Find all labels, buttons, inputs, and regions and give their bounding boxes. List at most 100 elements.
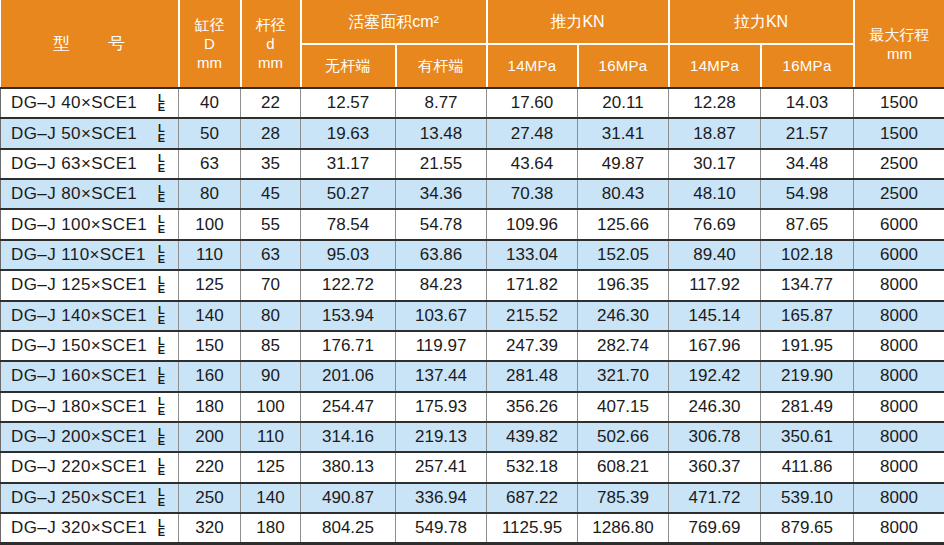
value-cell: 22 xyxy=(241,88,301,118)
value-cell: 54.78 xyxy=(396,209,487,239)
group-header-pull-force: 拉力KN xyxy=(669,0,854,44)
table-row: DG–J 50×SCE1 L E 50 28 19.63 13.48 27.48… xyxy=(1,118,944,148)
value-cell: 150 xyxy=(179,331,241,361)
model-label: DG–J 80×SCE1 xyxy=(11,184,137,204)
value-cell: 145.14 xyxy=(669,301,761,331)
table-row: DG–J 180×SCE1 L E 180 100 254.47 175.93 … xyxy=(1,392,944,422)
model-suffix-le: L E xyxy=(158,428,165,447)
model-cell: DG–J 140×SCE1 L E xyxy=(1,301,179,331)
value-cell: 80 xyxy=(179,179,241,209)
value-cell: 196.35 xyxy=(578,270,669,300)
value-cell: 34.48 xyxy=(761,149,854,179)
subheader-push-14mpa: 14MPa xyxy=(487,44,578,88)
model-label: DG–J 50×SCE1 xyxy=(11,124,137,144)
value-cell: 137.44 xyxy=(396,361,487,391)
value-cell: 2500 xyxy=(854,179,944,209)
value-cell: 215.52 xyxy=(487,301,578,331)
model-cell: DG–J 40×SCE1 L E xyxy=(1,88,179,118)
value-cell: 102.18 xyxy=(761,240,854,270)
value-cell: 769.69 xyxy=(669,513,761,543)
value-cell: 219.90 xyxy=(761,361,854,391)
value-cell: 70 xyxy=(241,270,301,300)
value-cell: 152.05 xyxy=(578,240,669,270)
value-cell: 380.13 xyxy=(301,452,396,482)
subheader-push-16mpa: 16MPa xyxy=(578,44,669,88)
value-cell: 220 xyxy=(179,452,241,482)
model-label: DG–J 110×SCE1 xyxy=(11,245,146,265)
value-cell: 100 xyxy=(241,392,301,422)
value-cell: 85 xyxy=(241,331,301,361)
model-label: DG–J 125×SCE1 xyxy=(11,275,147,295)
value-cell: 8000 xyxy=(854,361,944,391)
value-cell: 336.94 xyxy=(396,483,487,513)
value-cell: 407.15 xyxy=(578,392,669,422)
table-row: DG–J 250×SCE1 L E 250 140 490.87 336.94 … xyxy=(1,483,944,513)
model-cell: DG–J 63×SCE1 L E xyxy=(1,149,179,179)
model-label: DG–J 320×SCE1 xyxy=(11,518,147,538)
model-label: DG–J 63×SCE1 xyxy=(11,154,137,174)
value-cell: 109.96 xyxy=(487,209,578,239)
value-cell: 257.41 xyxy=(396,452,487,482)
value-cell: 160 xyxy=(179,361,241,391)
table-header: 型 号 缸径 D mm 杆径 d mm 活塞面积cm² 推力KN 拉力KN xyxy=(1,0,944,88)
group-header-push-force: 推力KN xyxy=(487,0,669,44)
value-cell: 45 xyxy=(241,179,301,209)
value-cell: 360.37 xyxy=(669,452,761,482)
model-cell: DG–J 220×SCE1 L E xyxy=(1,452,179,482)
value-cell: 80 xyxy=(241,301,301,331)
value-cell: 21.57 xyxy=(761,118,854,148)
value-cell: 34.36 xyxy=(396,179,487,209)
model-label: DG–J 40×SCE1 xyxy=(11,93,137,113)
value-cell: 43.64 xyxy=(487,149,578,179)
value-cell: 282.74 xyxy=(578,331,669,361)
value-cell: 133.04 xyxy=(487,240,578,270)
table-row: DG–J 40×SCE1 L E 40 22 12.57 8.77 17.60 … xyxy=(1,88,944,118)
value-cell: 350.61 xyxy=(761,422,854,452)
spec-sheet-page: 型 号 缸径 D mm 杆径 d mm 活塞面积cm² 推力KN 拉力KN xyxy=(0,0,944,545)
model-cell: DG–J 250×SCE1 L E xyxy=(1,483,179,513)
value-cell: 31.41 xyxy=(578,118,669,148)
value-cell: 122.72 xyxy=(301,270,396,300)
value-cell: 78.54 xyxy=(301,209,396,239)
value-cell: 125 xyxy=(241,452,301,482)
table-row: DG–J 100×SCE1 L E 100 55 78.54 54.78 109… xyxy=(1,209,944,239)
value-cell: 1500 xyxy=(854,88,944,118)
model-label: DG–J 150×SCE1 xyxy=(11,336,147,356)
model-suffix-le: L E xyxy=(158,94,165,113)
model-header-char: 型 xyxy=(53,33,70,54)
value-cell: 63 xyxy=(241,240,301,270)
table-row: DG–J 80×SCE1 L E 80 45 50.27 34.36 70.38… xyxy=(1,179,944,209)
table-row: DG–J 320×SCE1 L E 320 180 804.25 549.78 … xyxy=(1,513,944,543)
value-cell: 439.82 xyxy=(487,422,578,452)
value-cell: 110 xyxy=(241,422,301,452)
value-cell: 471.72 xyxy=(669,483,761,513)
model-suffix-le: L E xyxy=(158,306,165,325)
model-header-char: 号 xyxy=(108,33,125,54)
value-cell: 192.42 xyxy=(669,361,761,391)
value-cell: 27.48 xyxy=(487,118,578,148)
value-cell: 119.97 xyxy=(396,331,487,361)
value-cell: 1125.95 xyxy=(487,513,578,543)
value-cell: 165.87 xyxy=(761,301,854,331)
value-cell: 219.13 xyxy=(396,422,487,452)
table-row: DG–J 125×SCE1 L E 125 70 122.72 84.23 17… xyxy=(1,270,944,300)
table-row: DG–J 200×SCE1 L E 200 110 314.16 219.13 … xyxy=(1,422,944,452)
model-suffix-le: L E xyxy=(158,488,165,507)
value-cell: 50 xyxy=(179,118,241,148)
model-cell: DG–J 110×SCE1 L E xyxy=(1,240,179,270)
value-cell: 8000 xyxy=(854,483,944,513)
model-suffix-le: L E xyxy=(158,245,165,264)
value-cell: 411.86 xyxy=(761,452,854,482)
value-cell: 490.87 xyxy=(301,483,396,513)
group-header-piston-area: 活塞面积cm² xyxy=(301,0,487,44)
value-cell: 31.17 xyxy=(301,149,396,179)
value-cell: 804.25 xyxy=(301,513,396,543)
value-cell: 314.16 xyxy=(301,422,396,452)
value-cell: 70.38 xyxy=(487,179,578,209)
value-cell: 18.87 xyxy=(669,118,761,148)
value-cell: 13.48 xyxy=(396,118,487,148)
value-cell: 246.30 xyxy=(578,301,669,331)
model-label: DG–J 220×SCE1 xyxy=(11,457,147,477)
value-cell: 8.77 xyxy=(396,88,487,118)
value-cell: 20.11 xyxy=(578,88,669,118)
